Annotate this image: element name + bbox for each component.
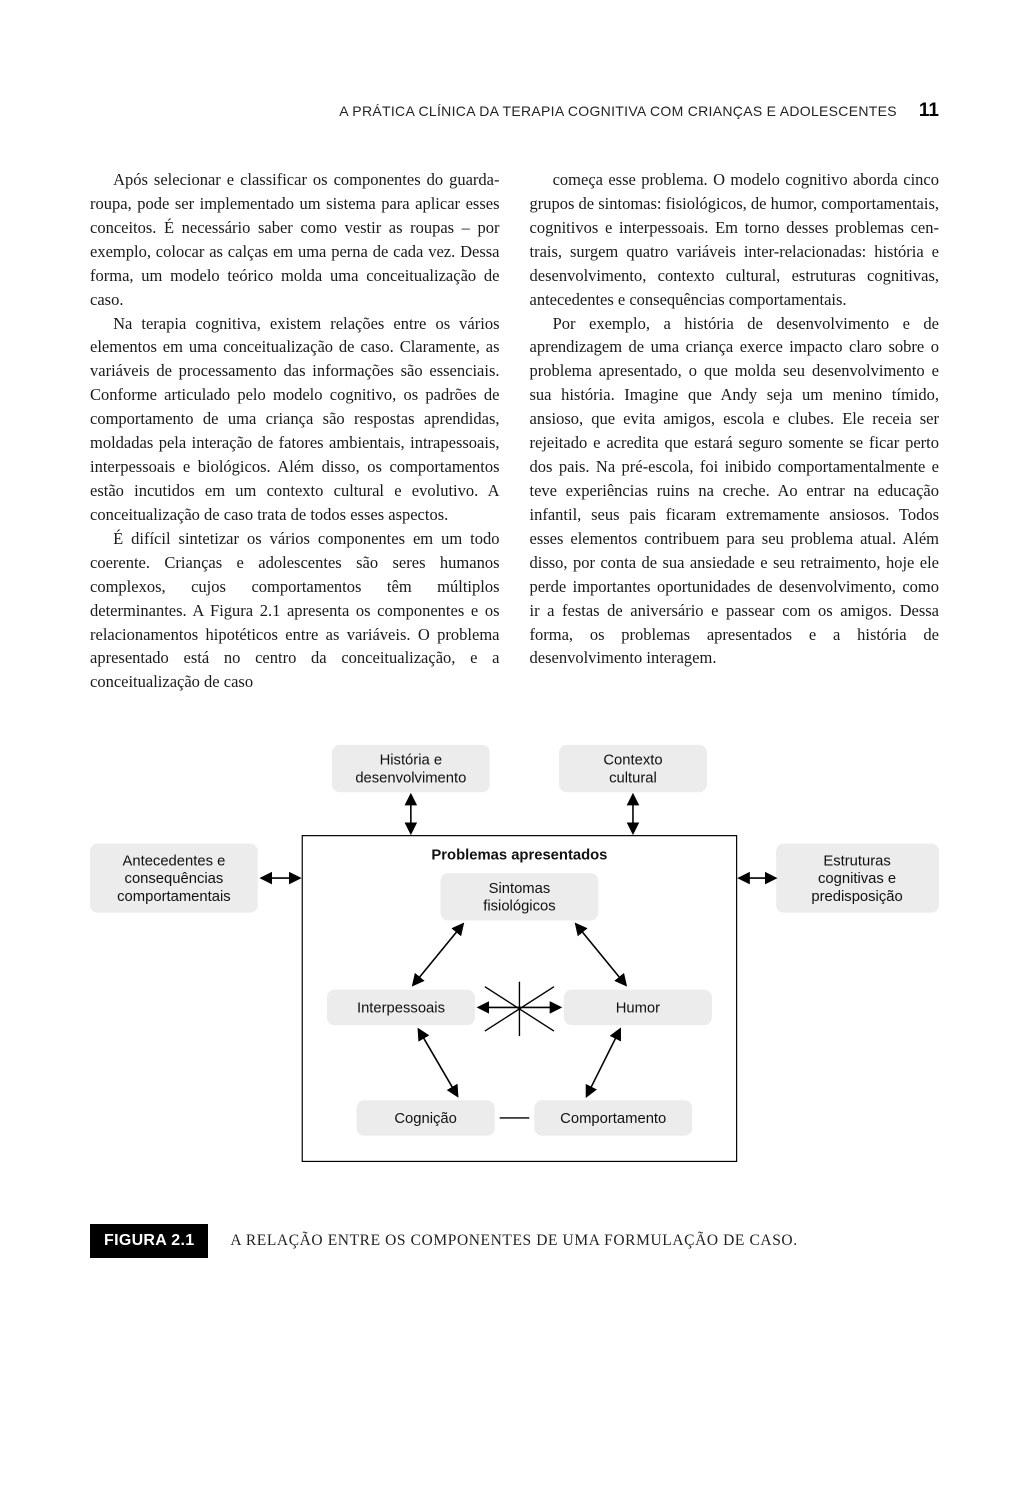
svg-text:predisposição: predisposição <box>811 889 902 905</box>
page-number: 11 <box>919 100 939 122</box>
node-cognicao: Cognição <box>394 1111 457 1127</box>
running-head: A PRÁTICA CLÍNICA DA TERAPIA COGNITIVA C… <box>90 100 939 122</box>
para-r2: Por exemplo, a história de desenvolvimen… <box>530 312 940 671</box>
svg-text:comportamentais: comportamentais <box>117 889 231 905</box>
node-history: História e <box>380 753 443 769</box>
node-structures: Estruturas <box>823 854 890 870</box>
node-antecedents: Antecedentes e <box>122 854 225 870</box>
node-context: Contexto <box>603 753 662 769</box>
node-sintomas: Sintomas <box>489 881 551 897</box>
figure-badge: FIGURA 2.1 <box>90 1224 208 1258</box>
node-humor: Humor <box>616 1001 660 1017</box>
flowchart-svg: História e desenvolvimento Contexto cult… <box>90 742 939 1182</box>
svg-text:desenvolvimento: desenvolvimento <box>355 771 466 787</box>
para-r1: começa esse problema. O modelo cognitivo… <box>530 168 940 312</box>
left-column: Após selecionar e classificar os compo­n… <box>90 168 500 694</box>
node-comportamento: Comportamento <box>560 1111 666 1127</box>
svg-text:cognitivas e: cognitivas e <box>818 871 896 887</box>
figure-diagram: História e desenvolvimento Contexto cult… <box>90 742 939 1182</box>
para-l3: É difícil sintetizar os vários component… <box>90 527 500 694</box>
body-columns: Após selecionar e classificar os compo­n… <box>90 168 939 694</box>
running-title: A PRÁTICA CLÍNICA DA TERAPIA COGNITIVA C… <box>339 103 897 119</box>
svg-text:consequências: consequências <box>125 871 224 887</box>
figure-caption-row: FIGURA 2.1 A RELAÇÃO ENTRE OS COMPONENTE… <box>90 1224 939 1258</box>
svg-text:cultural: cultural <box>609 771 657 787</box>
center-title: Problemas apresentados <box>431 848 607 864</box>
para-l1: Após selecionar e classificar os compo­n… <box>90 168 500 312</box>
node-interpessoais: Interpessoais <box>357 1001 445 1017</box>
figure-caption: A RELAÇÃO ENTRE OS COMPONENTES DE UMA FO… <box>230 1232 797 1250</box>
svg-text:fisiológicos: fisiológicos <box>483 899 555 915</box>
right-column: começa esse problema. O modelo cognitivo… <box>530 168 940 694</box>
para-l2: Na terapia cognitiva, existem relações e… <box>90 312 500 527</box>
